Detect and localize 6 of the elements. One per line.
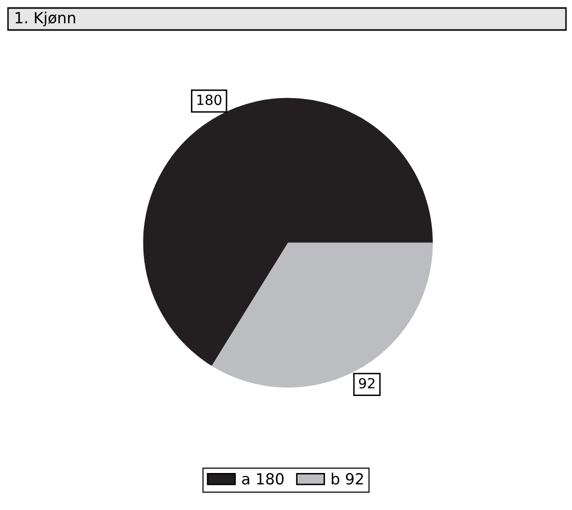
legend-label: a 180 bbox=[242, 473, 284, 485]
data-label: 92 bbox=[358, 378, 374, 388]
data-label: 180 bbox=[197, 94, 222, 106]
chart-title: 1. Kjønn bbox=[16, 12, 76, 26]
legend-label: b 92 bbox=[332, 472, 363, 485]
pie-slice bbox=[212, 242, 433, 388]
